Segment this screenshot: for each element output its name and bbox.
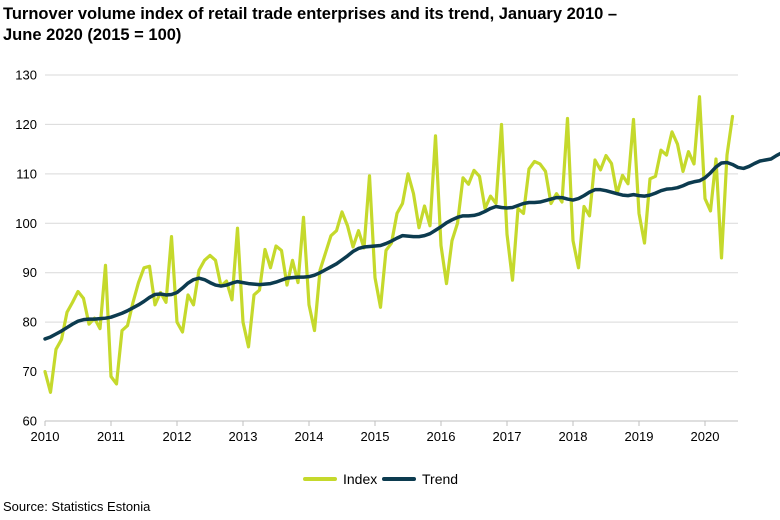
x-tick-label: 2012 xyxy=(163,429,192,444)
y-tick-label: 60 xyxy=(23,414,37,429)
x-tick-label: 2019 xyxy=(625,429,654,444)
x-tick-label: 2014 xyxy=(295,429,324,444)
series-line-index xyxy=(43,95,735,394)
axes: 60 70 80 90 100 110 120 130 2010 2011 2012 2013 2014… xyxy=(15,68,738,444)
series-line-trend xyxy=(43,151,780,341)
x-tick-label: 2011 xyxy=(97,429,125,444)
legend-item-trend: Trend xyxy=(382,471,458,487)
legend-label: Trend xyxy=(422,471,458,487)
y-tick-label: 100 xyxy=(15,216,37,231)
source-note: Source: Statistics Estonia xyxy=(3,499,151,514)
chart-title: Turnover volume index of retail trade en… xyxy=(3,4,763,46)
y-tick-label: 130 xyxy=(15,68,37,83)
x-tick-label: 2017 xyxy=(493,429,522,444)
x-tick-label: 2013 xyxy=(229,429,258,444)
x-tick-label: 2010 xyxy=(31,429,60,444)
legend-label: Index xyxy=(343,471,377,487)
y-tick-label: 110 xyxy=(16,166,37,181)
y-tick-label: 70 xyxy=(23,364,37,379)
legend-item-index: Index xyxy=(303,471,377,487)
x-tick-label: 2020 xyxy=(691,429,720,444)
x-tick-label: 2015 xyxy=(361,429,390,444)
chart-title-line-2: June 2020 (2015 = 100) xyxy=(3,26,182,44)
y-tick-label: 90 xyxy=(23,265,37,280)
x-tick-label: 2016 xyxy=(427,429,456,444)
y-tick-label: 120 xyxy=(15,117,37,132)
chart-title-line-1: Turnover volume index of retail trade en… xyxy=(3,5,618,23)
legend: Index Trend xyxy=(303,471,458,487)
y-tick-label: 80 xyxy=(23,315,37,330)
series xyxy=(43,95,780,394)
gridlines xyxy=(45,74,738,373)
x-tick-label: 2018 xyxy=(559,429,588,444)
